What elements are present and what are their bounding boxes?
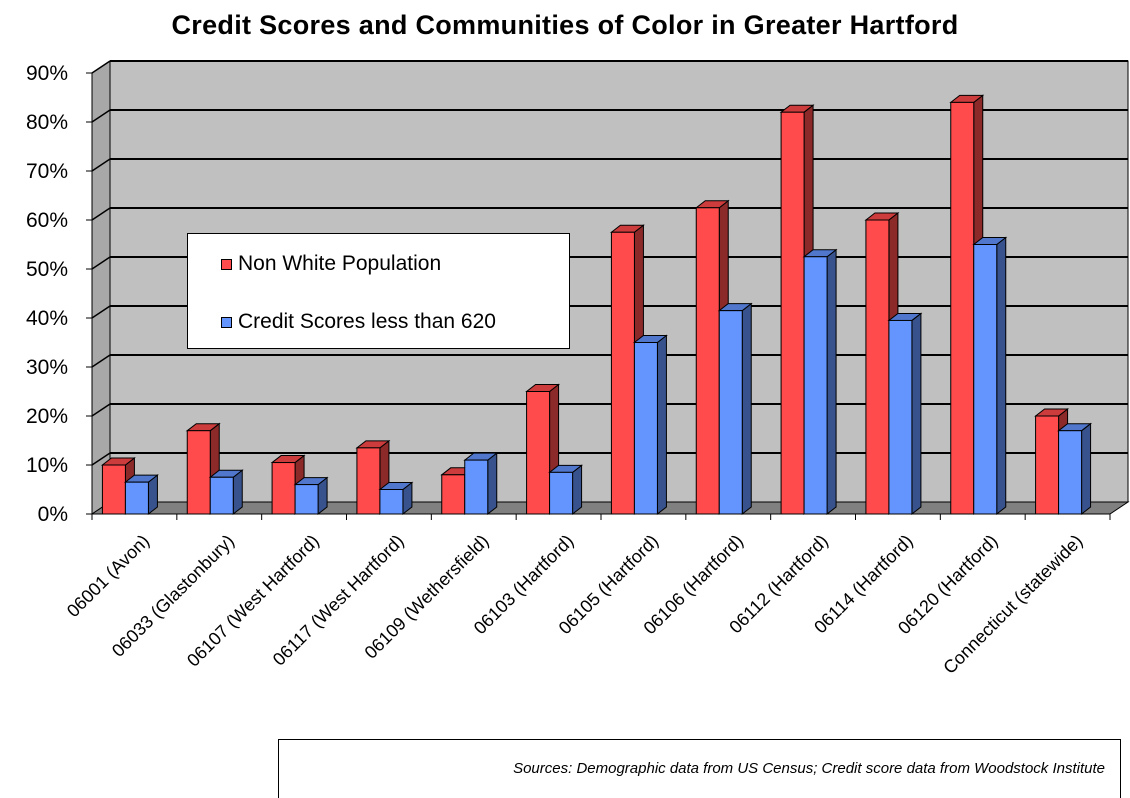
- bar-credit-scores: [379, 489, 404, 515]
- bar-non-white: [950, 101, 975, 515]
- bar-credit-scores: [1058, 430, 1083, 515]
- legend-label-non-white: Non White Population: [238, 252, 442, 275]
- bar-credit-scores-side: [741, 302, 752, 516]
- gridline-side: [91, 354, 111, 368]
- y-tick-label: 40%: [26, 307, 68, 330]
- bar-credit-scores: [633, 342, 658, 515]
- y-tick-label: 30%: [26, 356, 68, 379]
- y-tick-label: 50%: [26, 258, 68, 281]
- gridline-side: [91, 60, 111, 74]
- bar-credit-scores: [124, 481, 149, 515]
- bar-non-white: [186, 430, 211, 515]
- bar-credit-scores: [294, 484, 319, 515]
- bar-credit-scores: [718, 310, 743, 515]
- bar-credit-scores-side: [826, 248, 837, 516]
- bar-non-white: [865, 219, 890, 515]
- y-tick-label: 10%: [26, 454, 68, 477]
- y-tick-label: 70%: [26, 160, 68, 183]
- bar-non-white: [610, 231, 635, 515]
- y-tick-label: 60%: [26, 209, 68, 232]
- chart-side-wall: [91, 60, 111, 515]
- bar-credit-scores-side: [487, 452, 498, 516]
- source-note: Sources: Demographic data from US Census…: [513, 760, 1105, 777]
- gridline-side: [91, 256, 111, 270]
- y-tick-label: 20%: [26, 405, 68, 428]
- bar-credit-scores: [888, 319, 913, 515]
- bar-credit-scores: [973, 244, 998, 515]
- bar-credit-scores-side: [1081, 422, 1092, 516]
- bar-non-white: [695, 207, 720, 515]
- chart-title: Credit Scores and Communities of Color i…: [171, 10, 959, 40]
- bar-credit-scores: [464, 459, 489, 515]
- legend-swatch-blue: [221, 316, 232, 328]
- bar-non-white: [101, 464, 126, 515]
- x-tick-label: Connecticut (statewide): [939, 531, 1086, 678]
- y-tick-label: 90%: [26, 62, 68, 85]
- bar-credit-scores-side: [656, 334, 667, 516]
- x-tick-label: 06001 (Avon): [63, 531, 153, 621]
- bar-credit-scores-side: [996, 236, 1007, 516]
- bar-credit-scores: [209, 476, 234, 515]
- gridline-side: [91, 452, 111, 466]
- bar-non-white: [780, 111, 805, 515]
- y-tick-label: 0%: [38, 503, 68, 526]
- gridline-side: [91, 207, 111, 221]
- y-tick-label: 80%: [26, 111, 68, 134]
- legend-item-non-white: Non White Population: [221, 252, 441, 276]
- legend: Non White Population Credit Scores less …: [187, 233, 570, 349]
- gridline-side: [91, 158, 111, 172]
- source-box: Sources: Demographic data from US Census…: [278, 739, 1121, 798]
- gridline-side: [91, 403, 111, 417]
- bar-non-white: [526, 391, 551, 515]
- gridline-side: [91, 109, 111, 123]
- bar-non-white: [441, 474, 466, 515]
- bar-non-white: [1035, 415, 1060, 515]
- bar-credit-scores: [803, 256, 828, 515]
- bar-credit-scores-side: [572, 464, 583, 516]
- legend-swatch-red: [221, 258, 232, 270]
- bar-credit-scores: [549, 471, 574, 515]
- bar-non-white: [271, 462, 296, 515]
- bar-credit-scores-side: [911, 312, 922, 516]
- legend-item-credit-scores: Credit Scores less than 620: [221, 310, 496, 334]
- legend-label-credit-scores: Credit Scores less than 620: [238, 310, 496, 333]
- bar-non-white: [356, 447, 381, 515]
- gridline-side: [91, 305, 111, 319]
